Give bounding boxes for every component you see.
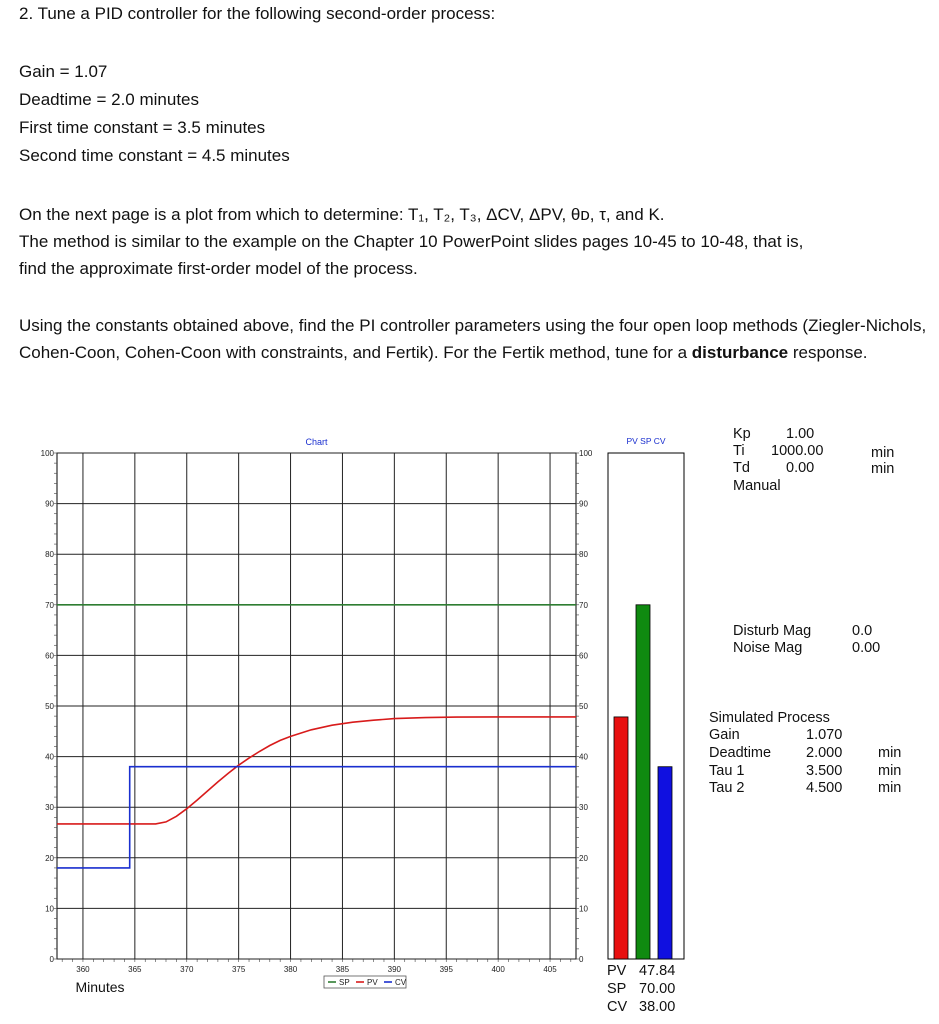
disturb-mag-label: Disturb Mag xyxy=(733,623,812,639)
param-gain: Gain = 1.07 xyxy=(19,62,108,81)
y-tick-label-right: 10 xyxy=(579,904,588,913)
paragraph-1: On the next page is a plot from which to… xyxy=(19,201,939,282)
legend-box xyxy=(323,975,407,989)
process-tau1-value[interactable]: 3.500 xyxy=(806,763,843,779)
bar-chart: PV SP CV xyxy=(607,436,685,960)
readout-cv: CV 38.00 xyxy=(607,999,675,1016)
y-tick-label-left: 60 xyxy=(45,651,54,660)
y-tick-label-left: 0 xyxy=(50,955,55,964)
y-tick-label-right: 100 xyxy=(579,449,593,458)
readout-pv: PV 47.84 xyxy=(607,963,675,980)
x-tick-label: 405 xyxy=(543,965,557,974)
x-tick-label: 390 xyxy=(388,965,402,974)
noise-mag-value[interactable]: 0.00 xyxy=(852,640,881,656)
process-deadtime-value[interactable]: 2.000 xyxy=(806,745,843,761)
series-pv-line xyxy=(57,716,576,825)
y-tick-label-left: 100 xyxy=(41,449,55,458)
paragraph-2-text: Using the constants obtained above, find… xyxy=(19,316,927,362)
td-label: Td xyxy=(733,460,750,476)
ti-label: Ti xyxy=(733,443,745,459)
process-deadtime-unit: min xyxy=(878,745,902,761)
param-tau2: Second time constant = 4.5 minutes xyxy=(19,146,290,165)
y-tick-label-left: 40 xyxy=(45,753,54,762)
readout-cv-value: 38.00 xyxy=(639,999,676,1015)
y-tick-label-right: 40 xyxy=(579,753,588,762)
readout-sp-label: SP xyxy=(607,981,627,997)
paragraph-2-bold: disturbance xyxy=(691,343,789,362)
x-tick-label: 385 xyxy=(336,965,350,974)
chart-title: Chart xyxy=(305,437,328,447)
x-axis-label: Minutes xyxy=(75,979,124,995)
y-tick-label-left: 70 xyxy=(45,601,54,610)
td-value[interactable]: 0.00 xyxy=(786,460,815,476)
td-unit: min xyxy=(871,461,895,477)
x-tick-label: 380 xyxy=(284,965,298,974)
series-cv-line xyxy=(57,765,576,869)
simulator-panel: 360 365 370 375 380 385 390 395 400 405 0 0 10 10 20 20… xyxy=(0,420,939,1024)
paragraph-2-end: response. xyxy=(788,343,868,362)
y-tick-label-left: 50 xyxy=(45,702,54,711)
kp-value[interactable]: 1.00 xyxy=(786,426,815,442)
kp-label: Kp xyxy=(733,426,751,442)
y-tick-label-right: 70 xyxy=(579,601,588,610)
ti-unit: min xyxy=(871,445,895,461)
legend-label-cv: CV xyxy=(395,978,407,987)
paragraph-2: Using the constants obtained above, find… xyxy=(19,312,939,366)
y-tick-label-right: 60 xyxy=(579,651,588,660)
x-tick-label: 365 xyxy=(128,965,142,974)
bar-chart-title: PV SP CV xyxy=(626,436,665,446)
process-tau1-label: Tau 1 xyxy=(709,763,745,779)
readout-pv-value: 47.84 xyxy=(639,963,676,979)
disturb-mag-value[interactable]: 0.0 xyxy=(852,623,873,639)
y-tick-label-left: 80 xyxy=(45,550,54,559)
y-tick-label-right: 50 xyxy=(579,702,588,711)
param-tau1: First time constant = 3.5 minutes xyxy=(19,118,266,137)
y-tick-label-left: 20 xyxy=(45,854,54,863)
process-tau2-label: Tau 2 xyxy=(709,780,745,796)
y-tick-label-right: 90 xyxy=(579,500,588,509)
process-tau1-unit: min xyxy=(878,763,902,779)
bar-cv xyxy=(657,766,673,960)
paragraph-1-line-1: On the next page is a plot from which to… xyxy=(19,205,665,224)
bar-sp xyxy=(635,604,651,960)
paragraph-1-line-3: find the approximate first-order model o… xyxy=(19,259,418,278)
x-tick-label: 395 xyxy=(440,965,454,974)
legend-label-pv: PV xyxy=(367,978,378,987)
x-tick-label: 370 xyxy=(180,965,194,974)
y-tick-label-left: 10 xyxy=(45,904,54,913)
legend-label-sp: SP xyxy=(339,978,350,987)
y-tick-label-right: 20 xyxy=(579,854,588,863)
legend: SP PV CV xyxy=(323,975,407,989)
process-gain-value[interactable]: 1.070 xyxy=(806,727,843,743)
y-tick-label-left: 30 xyxy=(45,803,54,812)
x-tick-label: 400 xyxy=(491,965,505,974)
readout-pv-label: PV xyxy=(607,963,627,979)
process-gain-label: Gain xyxy=(709,727,740,743)
readout-cv-label: CV xyxy=(607,999,628,1015)
ti-value[interactable]: 1000.00 xyxy=(771,443,824,459)
paragraph-1-line-2: The method is similar to the example on … xyxy=(19,232,804,251)
y-tick-label-right: 30 xyxy=(579,803,588,812)
param-deadtime: Deadtime = 2.0 minutes xyxy=(19,90,200,109)
x-tick-label: 375 xyxy=(232,965,246,974)
process-tau2-unit: min xyxy=(878,780,902,796)
readout-sp-value: 70.00 xyxy=(639,981,676,997)
y-tick-label-right: 0 xyxy=(579,955,584,964)
x-tick-label: 360 xyxy=(76,965,90,974)
question-title: 2. Tune a PID controller for the followi… xyxy=(19,4,496,23)
bar-pv xyxy=(613,716,629,960)
mode-toggle[interactable]: Manual xyxy=(733,478,781,494)
process-tau2-value[interactable]: 4.500 xyxy=(806,780,843,796)
readout-sp: SP 70.00 xyxy=(607,981,675,998)
process-title: Simulated Process xyxy=(709,710,830,726)
y-tick-label-right: 80 xyxy=(579,550,588,559)
noise-mag-label: Noise Mag xyxy=(733,640,803,656)
y-tick-label-left: 90 xyxy=(45,500,54,509)
process-deadtime-label: Deadtime xyxy=(709,745,772,761)
